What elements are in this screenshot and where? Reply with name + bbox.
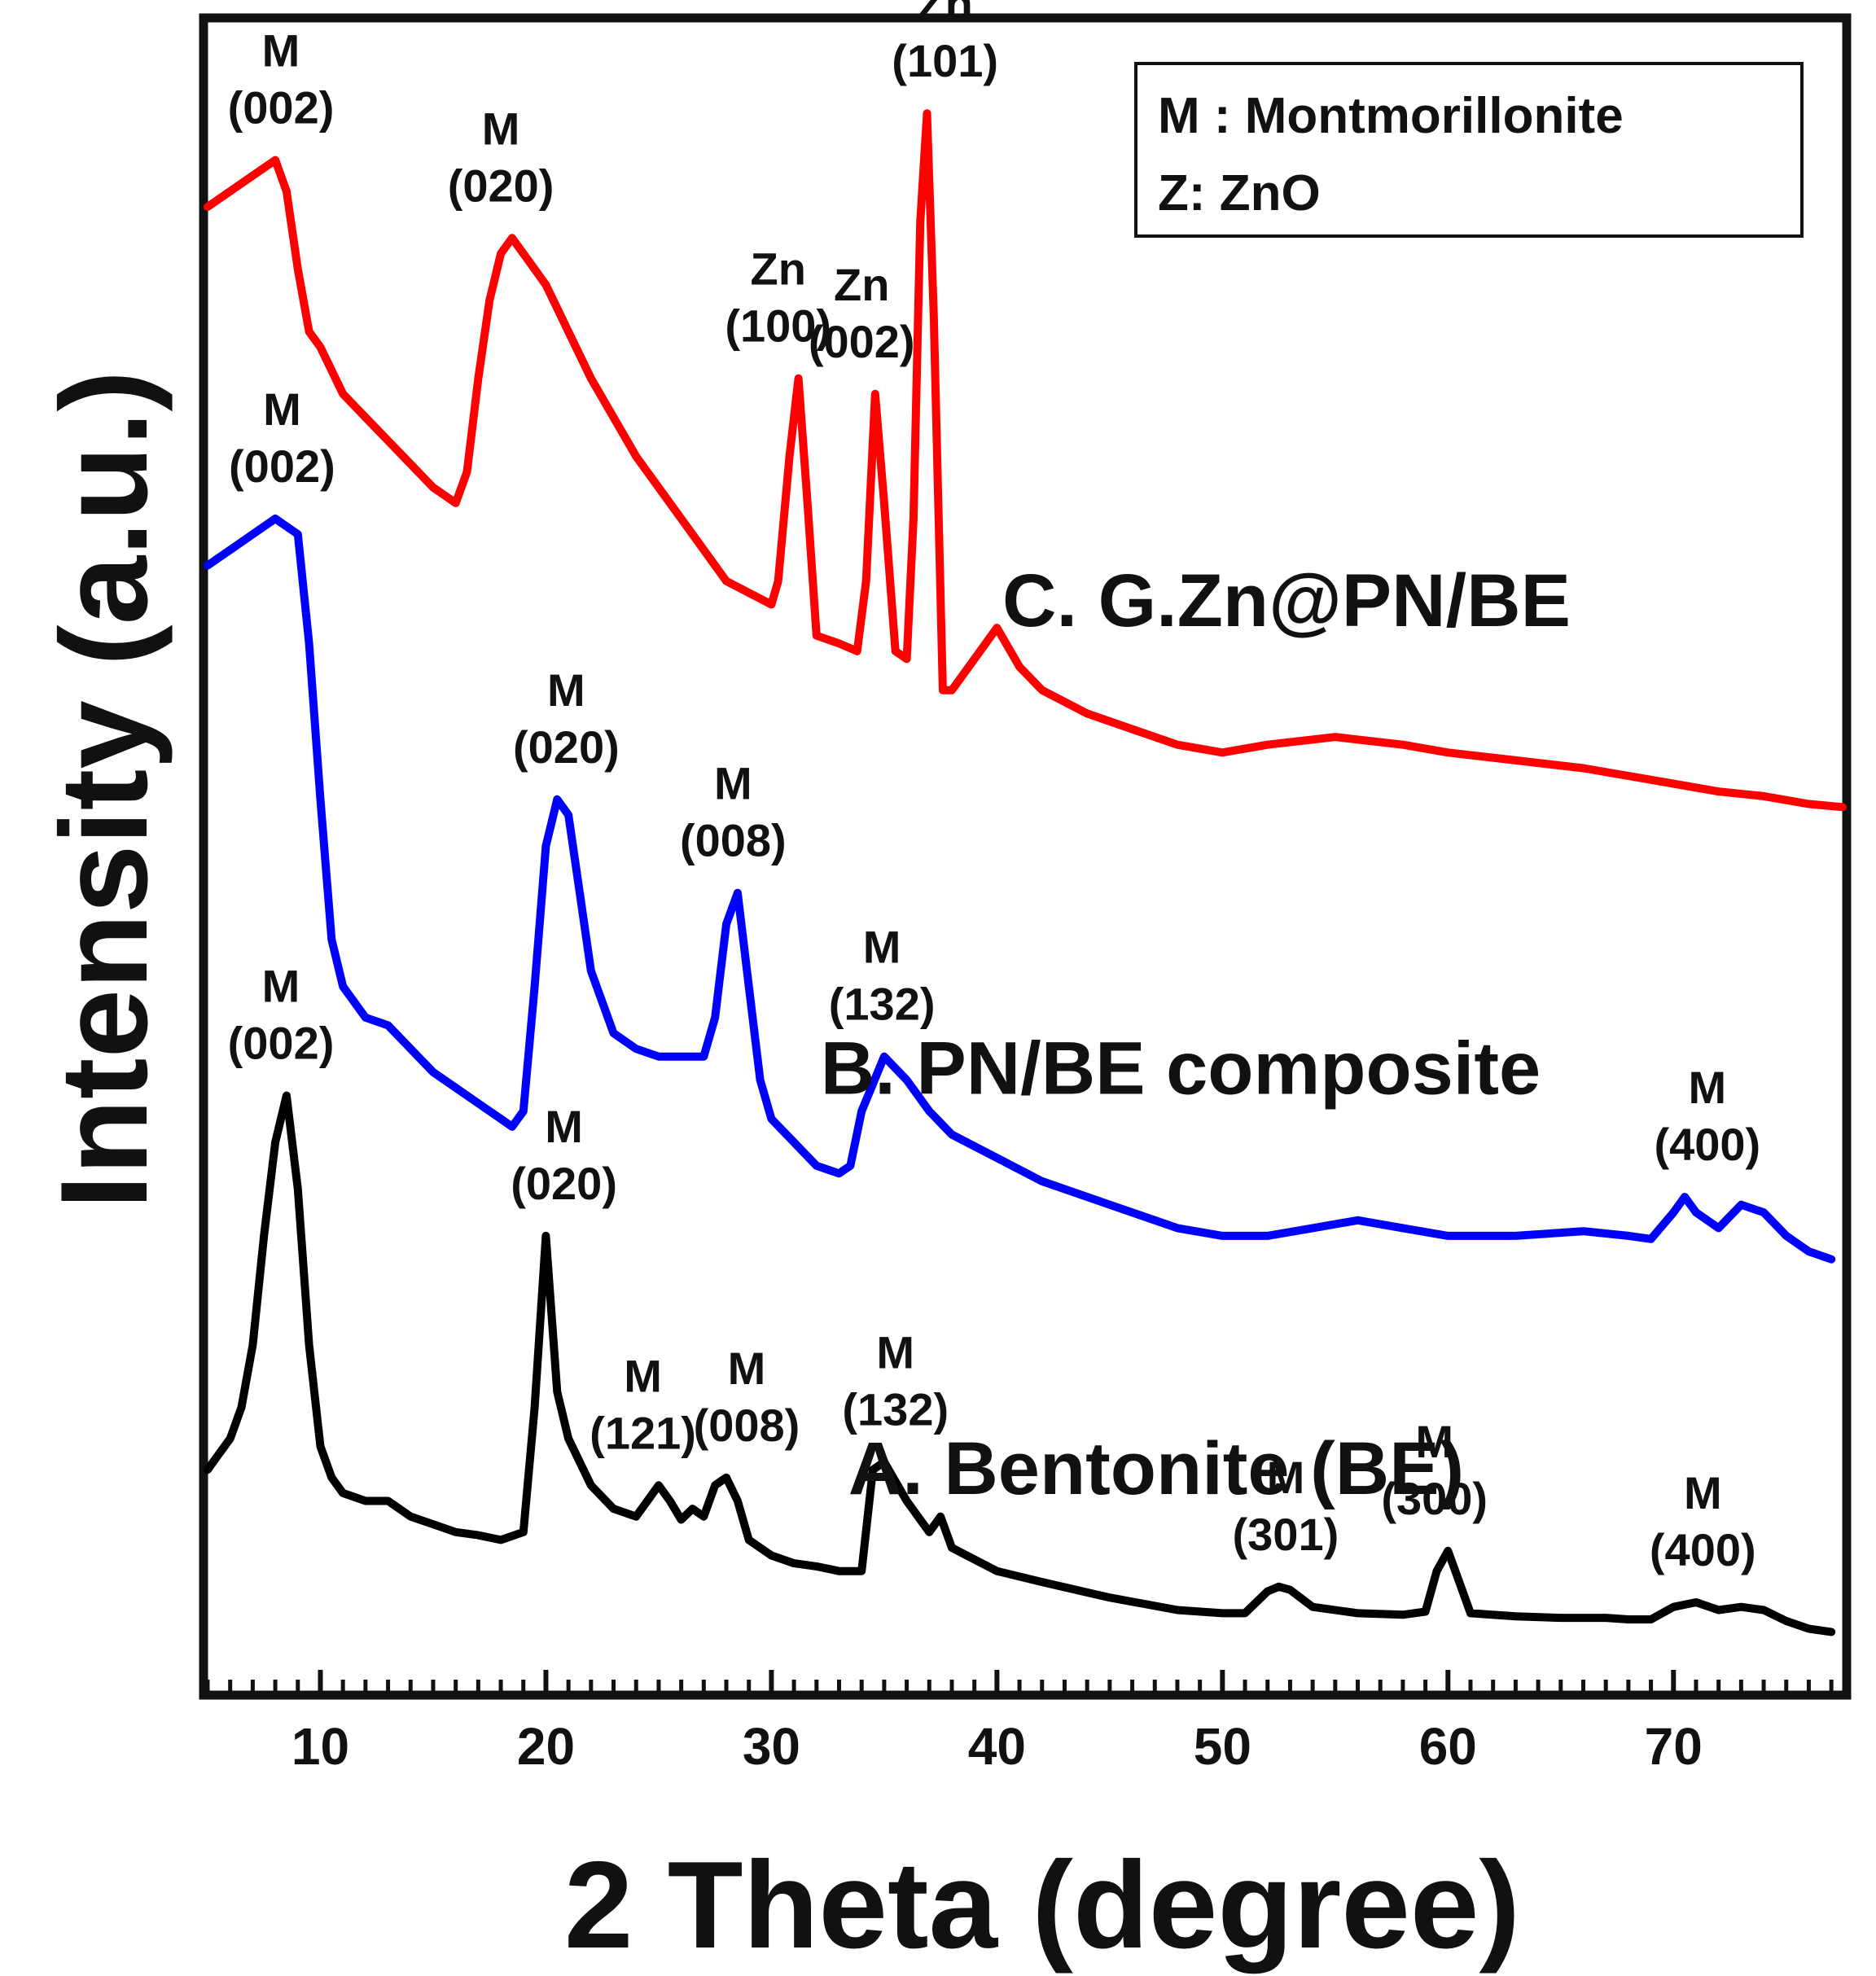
x-tick-label: 30 (743, 1717, 800, 1776)
x-tick-label: 60 (1419, 1717, 1477, 1776)
legend: M : Montmorillonite Z: ZnO (1134, 62, 1804, 238)
series-line-a (204, 1091, 1836, 1636)
peak-label-a: M (008) (694, 1343, 800, 1451)
x-tick-label: 50 (1194, 1717, 1251, 1776)
peak-label-c: Zn (101) (892, 0, 998, 86)
legend-box (1134, 62, 1804, 238)
peak-label-a: M (132) (842, 1327, 949, 1435)
peak-label-a: M (121) (590, 1350, 696, 1458)
peak-label-c: Zn (100) (725, 243, 831, 352)
series-label-b: B. PN/BE composite (821, 1027, 1541, 1110)
x-tick-label: 20 (517, 1717, 575, 1776)
peak-label-c: M (020) (448, 103, 554, 211)
series-labels: A. Bentonite (BE) B. PN/BE composite C. G.… (821, 559, 1571, 1510)
peak-label-c: M (002) (228, 25, 335, 134)
peak-label-a: M (002) (228, 961, 335, 1069)
data-series (204, 109, 1847, 1636)
x-axis-ticks: 10 20 30 40 50 60 70 (205, 1670, 1834, 1776)
peak-label-b: M (400) (1654, 1062, 1760, 1170)
x-tick-label: 40 (968, 1717, 1026, 1776)
peak-label-c: Zn (002) (809, 259, 915, 367)
x-tick-label: 70 (1645, 1717, 1703, 1776)
peak-label-a: M (301) (1233, 1452, 1339, 1560)
peak-label-a: M (020) (511, 1101, 617, 1209)
series-label-c: C. G.Zn@PN/BE (1002, 559, 1571, 642)
y-axis-title: Intensity (a.u.) (35, 370, 173, 1209)
peak-label-b: M (008) (680, 758, 787, 866)
series-line-b (204, 515, 1836, 1264)
x-tick-label: 10 (291, 1717, 349, 1776)
peak-annotations: M (002)M (020)M (121)M (008)M (132)M (301)M (30… (228, 0, 1761, 1575)
peak-label-a: M (300) (1381, 1416, 1488, 1524)
series-label-a: A. Bentonite (BE) (848, 1427, 1464, 1510)
x-axis-title: 2 Theta (degree) (564, 1836, 1520, 1974)
peak-label-a: M (400) (1650, 1467, 1756, 1575)
series-line-c (204, 109, 1847, 812)
plot-frame (199, 13, 1852, 1700)
peak-label-b: M (132) (829, 922, 936, 1030)
peak-label-b: M (002) (229, 383, 335, 492)
legend-entry-zno: Z: ZnO (1158, 165, 1321, 221)
peak-label-b: M (020) (513, 664, 620, 773)
legend-entry-montmorillonite: M : Montmorillonite (1158, 88, 1624, 144)
